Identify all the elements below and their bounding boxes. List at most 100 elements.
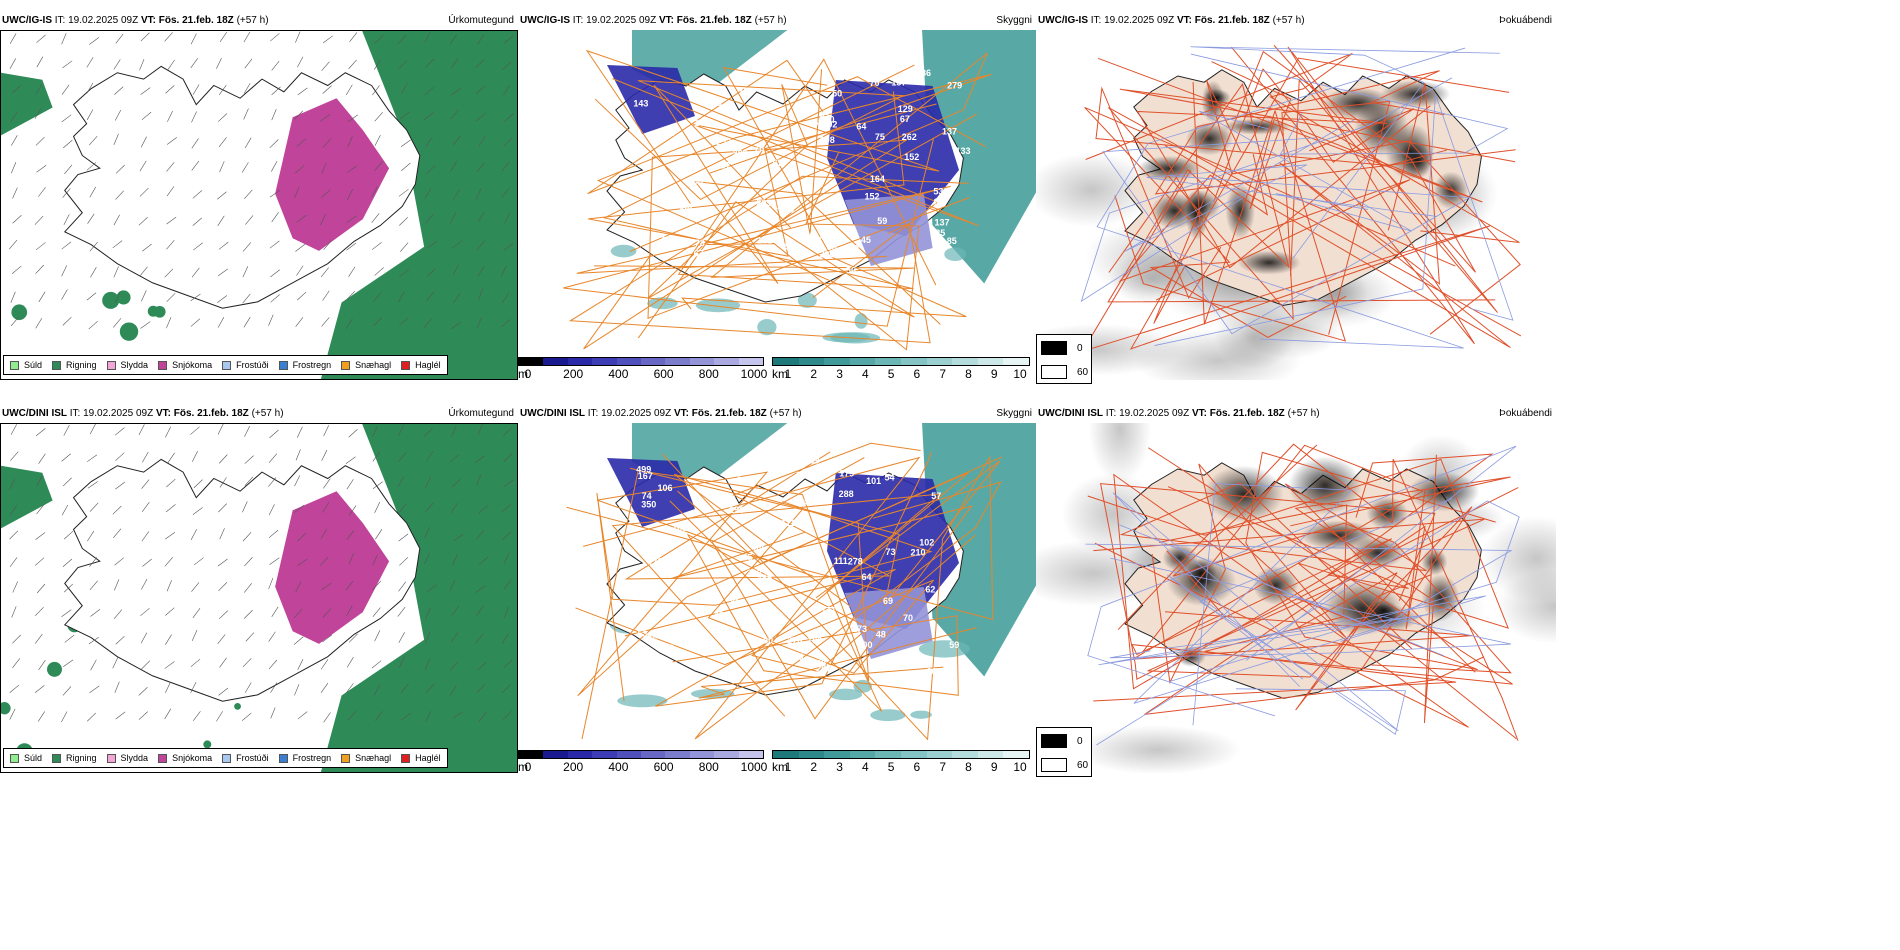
wind-barb: [113, 214, 120, 226]
ceiling-label: 289: [733, 149, 748, 159]
wind-barb: [398, 632, 405, 643]
wind-barb: [115, 711, 126, 720]
wind-barb: [503, 243, 514, 251]
wind-barb: [217, 634, 226, 644]
rain-patch: [47, 661, 62, 677]
wind-barb: [452, 264, 459, 276]
visibility-colorbar: km 1 2 3 4 5 6 7 8 9 10: [772, 357, 1034, 387]
wind-barb: [11, 162, 17, 174]
ceiling-label: 210: [911, 547, 926, 557]
model-name: UWC/IG-IS: [2, 15, 52, 26]
ceiling-label: 75: [776, 201, 786, 211]
wind-barb: [89, 135, 98, 146]
wind-barb: [323, 240, 332, 250]
wind-barb: [452, 189, 460, 200]
legend-item: Súld: [10, 753, 42, 763]
colorbar-segment: [900, 751, 927, 758]
wind-barb: [399, 556, 409, 566]
wind-barb: [242, 532, 252, 542]
ceiling-label: 91: [796, 470, 806, 480]
wind-barb: [88, 637, 99, 645]
wind-barb: [193, 557, 204, 566]
wind-barb: [424, 86, 434, 96]
wind-barb: [141, 479, 150, 489]
wind-barb: [348, 266, 356, 277]
colorbar-tick: 6: [913, 367, 921, 381]
wind-barb: [423, 318, 432, 329]
wind-barb: [345, 318, 353, 329]
legend-swatch: [106, 360, 116, 370]
wind-barb: [191, 138, 199, 149]
legend-swatch: [106, 753, 116, 763]
colorbar-segment: [641, 751, 666, 758]
legend-label: Snjókoma: [172, 360, 213, 370]
it-value: 19.02.2025 09Z: [68, 15, 139, 26]
wind-barb: [12, 187, 18, 199]
it-label: IT:: [572, 15, 584, 26]
legend-swatch: [10, 753, 19, 763]
wind-barb: [164, 708, 172, 720]
colorbar-tick: 600: [653, 367, 674, 381]
colorbar-segment: [738, 751, 764, 758]
road: [566, 453, 994, 741]
wind-barb: [193, 242, 203, 251]
road: [583, 456, 1002, 740]
ceiling-label: 73: [886, 547, 896, 557]
fog-legend-swatch: [1041, 365, 1067, 379]
wind-barb: [319, 114, 330, 122]
wind-barb: [218, 113, 228, 122]
wind-barb: [167, 59, 175, 70]
wind-barb: [61, 453, 71, 462]
panel-header: UWC/DINI ISL IT: 19.02.2025 09Z VT: Fös.…: [1036, 405, 1556, 423]
wind-barb: [165, 607, 175, 616]
wind-barb: [86, 57, 94, 68]
wind-barb: [36, 56, 44, 68]
wind-barb: [401, 162, 411, 172]
wind-barb: [321, 189, 331, 198]
legend-label: Haglél: [415, 753, 441, 763]
wind-barb: [141, 578, 148, 590]
wind-barb: [242, 293, 251, 304]
wind-barb: [398, 424, 404, 436]
colorbar-unit: m: [518, 760, 528, 774]
ceiling-label: 82: [647, 631, 657, 641]
low-ceiling-area: [827, 80, 959, 236]
wind-barb: [476, 529, 485, 540]
colorbar-tick: 2: [810, 760, 818, 774]
wind-barb: [450, 161, 457, 172]
ceiling-label: 152: [864, 191, 879, 201]
wind-barb: [138, 424, 145, 436]
wind-barb: [241, 162, 249, 173]
wind-barb: [219, 477, 227, 488]
ceiling-label: 59: [877, 216, 887, 226]
road: [596, 492, 933, 702]
wind-barb: [320, 267, 329, 278]
ceiling-label: 53: [933, 187, 943, 197]
ceiling-label: 152: [679, 202, 694, 212]
wind-barb: [243, 583, 252, 593]
wind-barb: [216, 711, 223, 722]
ceiling-label: 167: [638, 471, 653, 481]
ceiling-label: 67: [773, 158, 783, 168]
colorbar-tick: 3: [836, 760, 843, 774]
wind-barb: [140, 87, 151, 95]
wind-barb: [450, 109, 459, 120]
ceiling-label: 79: [662, 196, 672, 206]
wind-barb: [293, 636, 304, 645]
wind-barb: [87, 213, 95, 224]
wind-barb: [374, 34, 384, 44]
fog-haze: [1495, 568, 1556, 644]
colorbar-strip: [518, 357, 764, 366]
fog-patch: [1225, 183, 1256, 239]
river: [1102, 137, 1471, 335]
ceiling-label: 103: [672, 523, 687, 533]
model-name: UWC/DINI ISL: [520, 408, 585, 419]
wind-barb: [9, 557, 18, 568]
wind-barb: [63, 530, 74, 540]
wind-barb: [270, 33, 280, 42]
ceiling-label: 85: [947, 236, 957, 246]
wind-barb: [349, 32, 358, 43]
colorbar-strip: [772, 750, 1030, 759]
it-label: IT:: [69, 408, 81, 419]
product-type: Úrkomutegund: [448, 15, 514, 26]
